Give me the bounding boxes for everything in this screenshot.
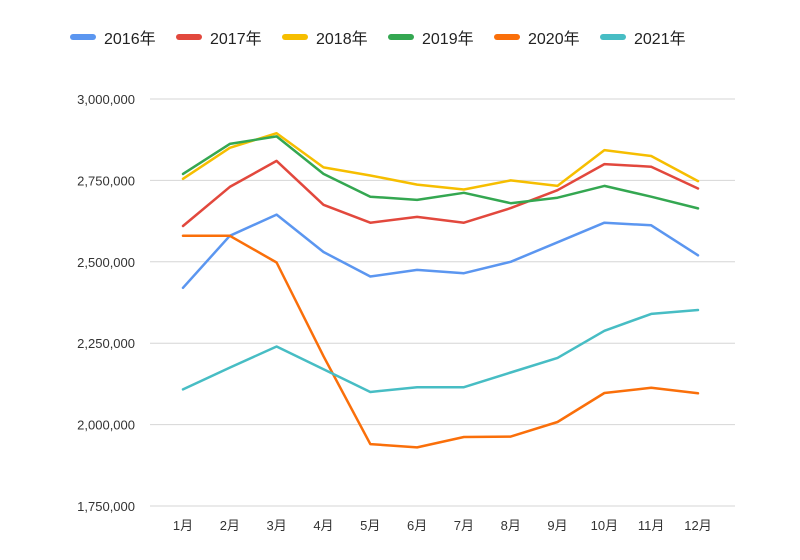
legend-swatch [388, 34, 414, 40]
series-line-2019年 [181, 135, 700, 210]
x-tick-label: 5月 [360, 518, 380, 533]
grid-lines [150, 98, 735, 507]
legend-item: 2018年 [282, 26, 368, 48]
series-line-2021年 [181, 308, 700, 394]
x-tick-label: 2月 [220, 518, 240, 533]
y-tick-label: 2,000,000 [77, 418, 135, 433]
x-tick-label: 1月 [173, 518, 193, 533]
x-tick-label: 11月 [638, 518, 665, 533]
series-line-2020年 [181, 234, 700, 449]
series-line-2017年 [181, 159, 700, 228]
y-tick-label: 2,250,000 [77, 336, 135, 351]
legend-label: 2019年 [422, 31, 474, 48]
legend-item: 2017年 [176, 26, 262, 48]
legend-swatch [70, 34, 96, 40]
x-tick-label: 9月 [547, 518, 567, 533]
x-tick-label: 8月 [501, 518, 521, 533]
legend-item: 2021年 [600, 26, 686, 48]
x-tick-label: 4月 [313, 518, 333, 533]
x-tick-label: 3月 [267, 518, 287, 533]
legend-label: 2020年 [528, 31, 580, 48]
legend-item: 2020年 [494, 26, 580, 48]
x-tick-label: 10月 [591, 518, 618, 533]
y-tick-label: 1,750,000 [77, 499, 135, 514]
legend-label: 2016年 [104, 31, 156, 48]
y-tick-label: 2,750,000 [77, 173, 135, 188]
x-tick-label: 7月 [454, 518, 474, 533]
x-tick-label: 12月 [684, 518, 711, 533]
legend-item: 2019年 [388, 26, 474, 48]
y-tick-label: 3,000,000 [77, 92, 135, 107]
series-lines [181, 131, 700, 449]
series-line-2016年 [181, 213, 700, 290]
x-tick-label: 6月 [407, 518, 427, 533]
x-axis-ticks: 1月 2月 3月 4月 5月 6月 7月 8月 9月 10月 11月 12月 [173, 518, 712, 533]
series-line-2018年 [181, 131, 700, 191]
legend-swatch [494, 34, 520, 40]
legend-swatch [600, 34, 626, 40]
y-tick-label: 2,500,000 [77, 255, 135, 270]
y-axis-ticks: 1,750,000 2,000,000 2,250,000 2,500,000 2,75… [77, 92, 135, 514]
legend-label: 2017年 [210, 31, 262, 48]
legend-swatch [176, 34, 202, 40]
legend-item: 2016年 [70, 26, 156, 48]
legend-swatch [282, 34, 308, 40]
legend-label: 2018年 [316, 31, 368, 48]
legend-label: 2021年 [634, 31, 686, 48]
